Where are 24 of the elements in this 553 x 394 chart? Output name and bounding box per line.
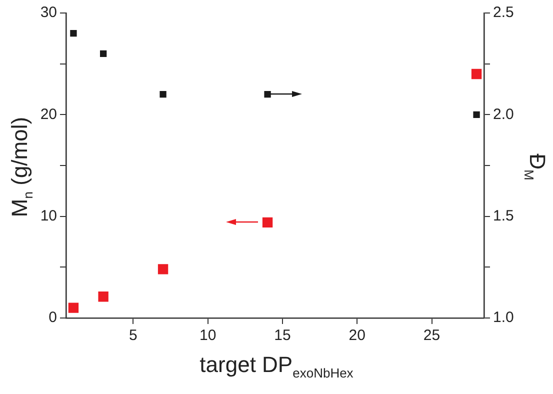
point: [70, 30, 77, 37]
point: [264, 91, 271, 98]
x-axis-title: target DP$_{exoNbHex}$: [198, 352, 354, 380]
x-tick-label: 10: [199, 327, 216, 344]
x-tick-label: 25: [423, 327, 440, 344]
y2-tick-label: 1.0: [493, 309, 514, 326]
point: [158, 264, 168, 274]
y-tick-label: 0: [48, 309, 57, 326]
y-tick-label: 30: [40, 4, 57, 22]
y2-tick-label: 2.0: [493, 106, 514, 123]
y2-tick-label: 2.5: [493, 4, 514, 22]
y2-tick-label: 1.5: [493, 207, 514, 224]
point: [160, 91, 166, 98]
point: [262, 217, 273, 228]
x-tick-label: 20: [348, 327, 366, 344]
x-tick-label: 15: [274, 327, 291, 344]
point: [473, 111, 480, 118]
point: [68, 302, 79, 313]
point: [471, 68, 482, 80]
y-tick-label: 10: [40, 207, 57, 224]
point: [100, 50, 107, 57]
point: [98, 292, 108, 302]
x-tick-label: 5: [129, 327, 138, 344]
y-tick-label: 20: [40, 106, 57, 123]
